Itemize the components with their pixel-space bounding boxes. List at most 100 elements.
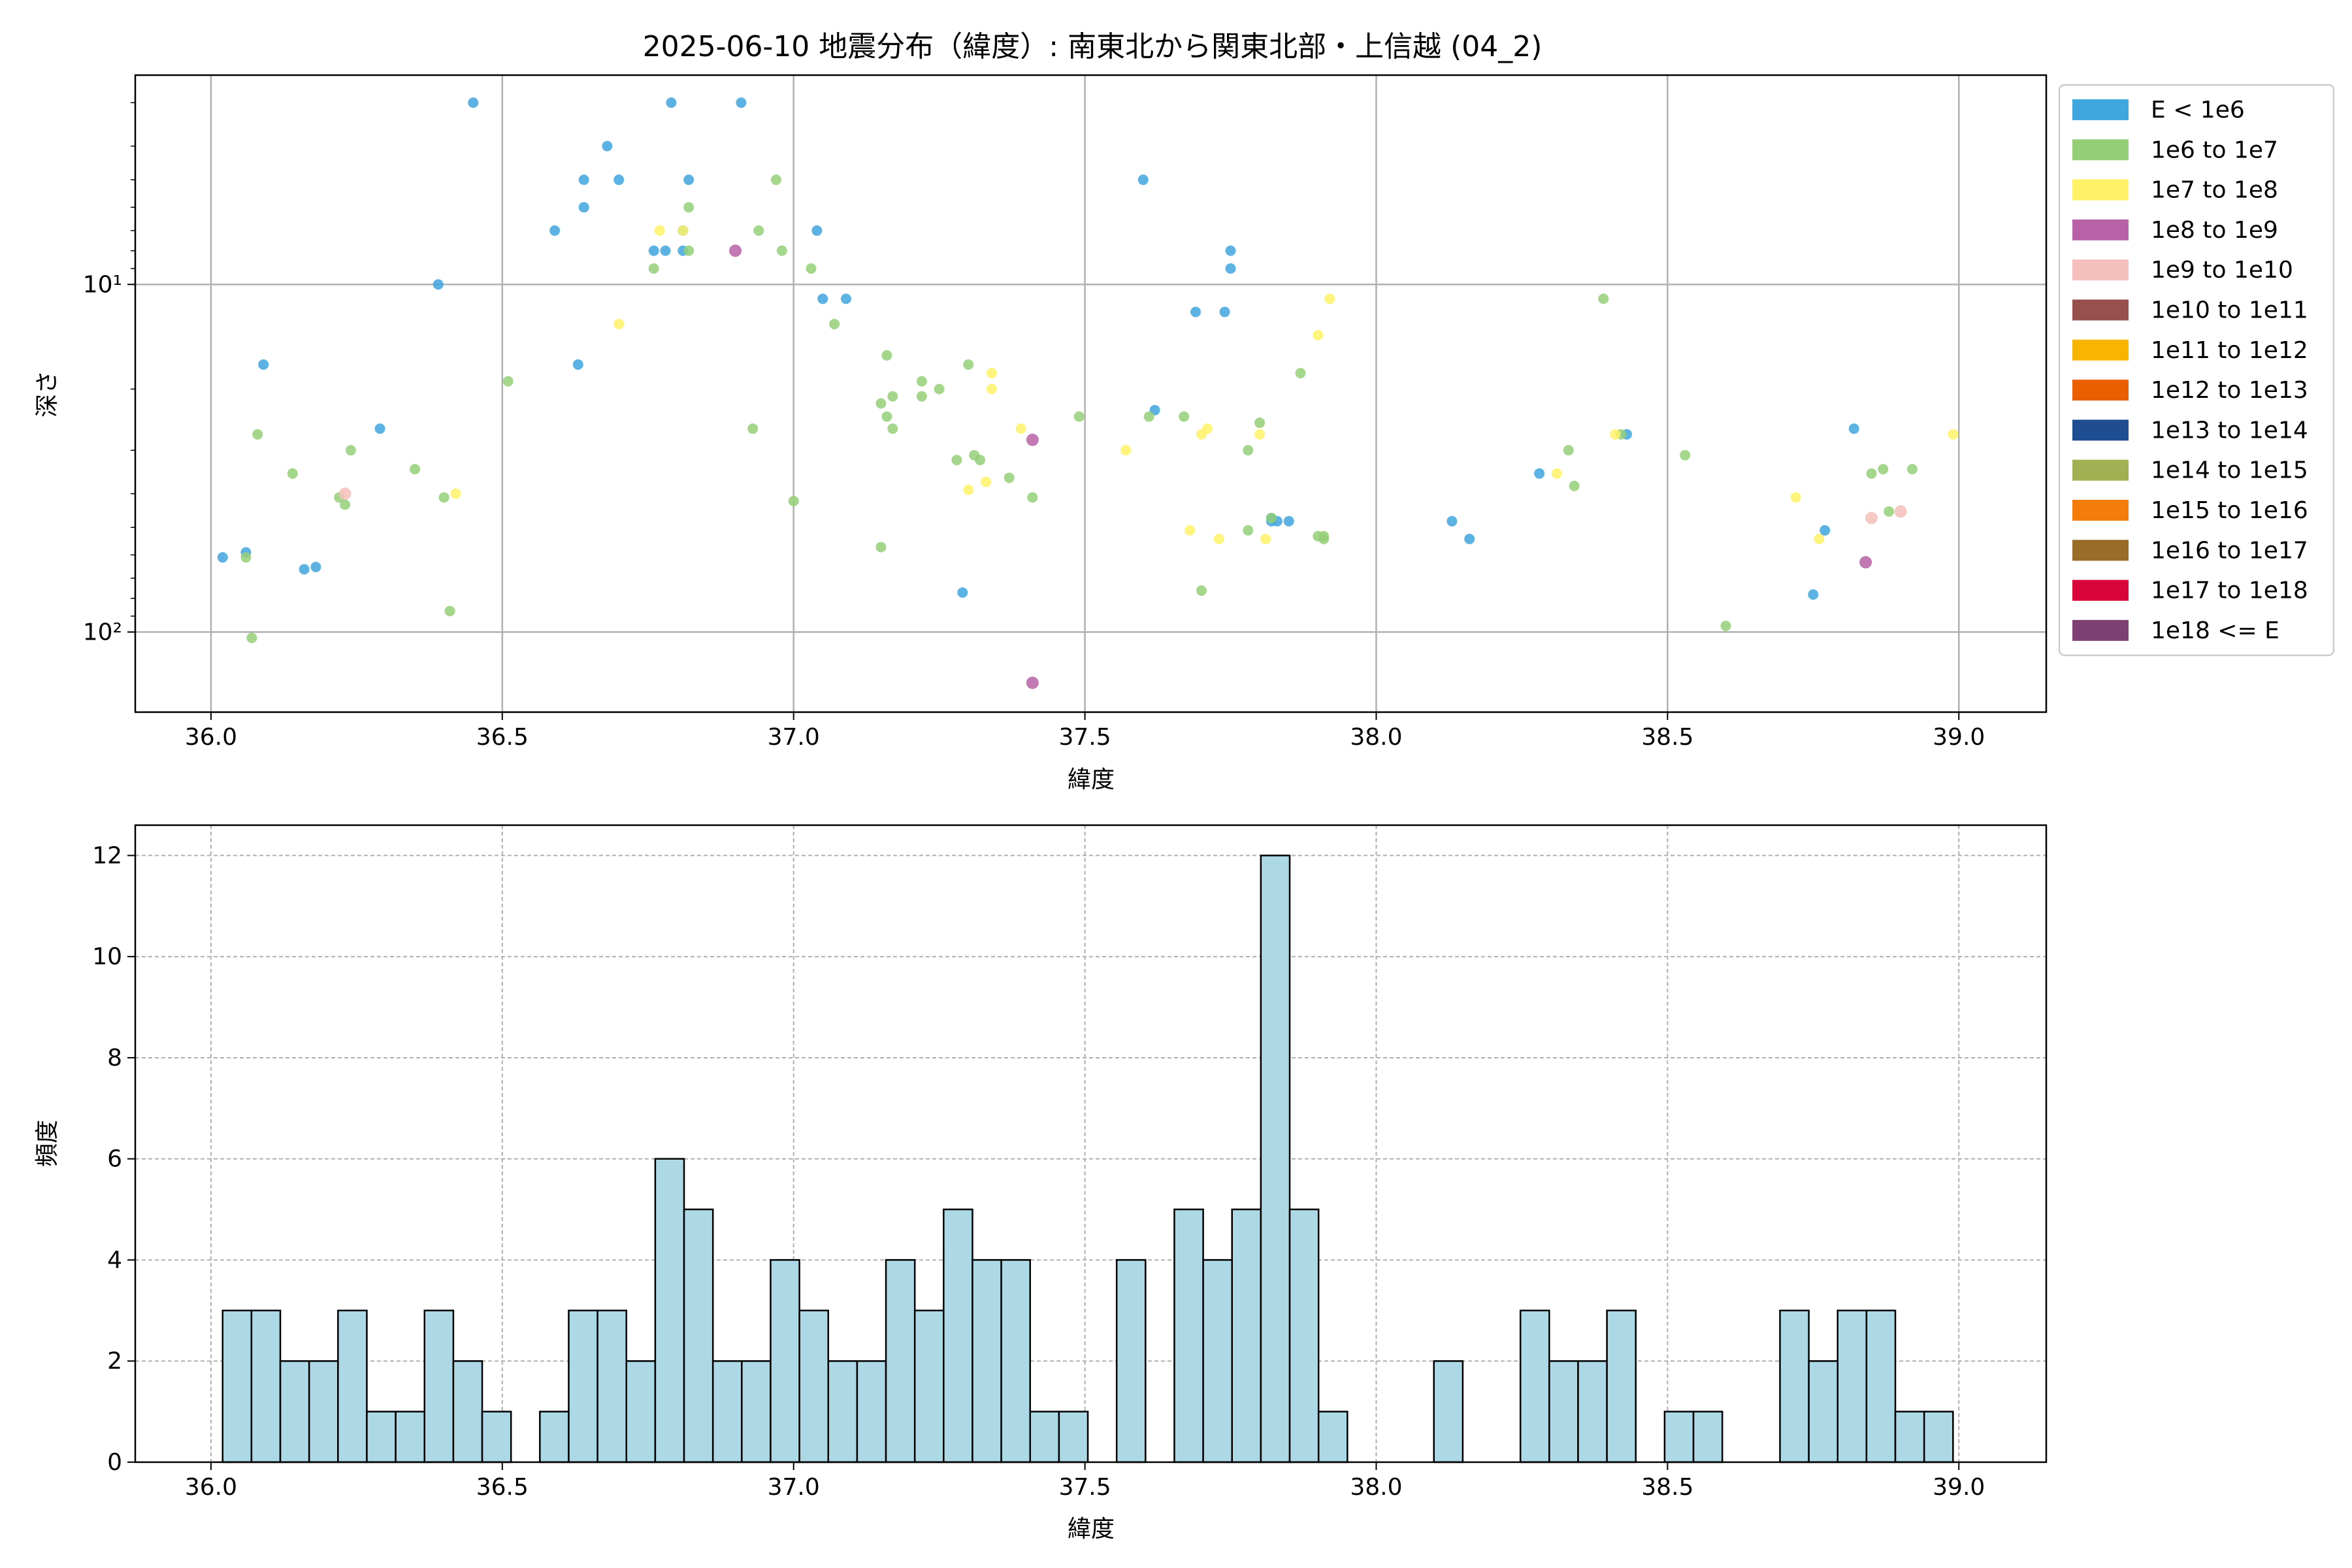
- legend-swatch: [2072, 380, 2129, 401]
- scatter-point: [1569, 480, 1580, 491]
- legend-label: 1e9 to 1e10: [2151, 257, 2293, 284]
- scatter-point: [1283, 515, 1294, 527]
- legend-label: 1e14 to 1e15: [2151, 457, 2308, 484]
- legend-label: E < 1e6: [2151, 97, 2245, 123]
- histogram-bar: [395, 1411, 426, 1463]
- scatter-point: [1720, 620, 1731, 631]
- scatter-point: [1004, 472, 1015, 483]
- histogram-bar: [1260, 855, 1291, 1463]
- histogram-bar: [423, 1309, 455, 1463]
- histogram-y-tick-label: 6: [107, 1146, 122, 1173]
- histogram-bar: [596, 1309, 628, 1463]
- scatter-chart: 36.0 36.5 37.0 37.5 38.0 38.5 39.0 10¹ 10² 緯度 深さ: [34, 74, 2048, 793]
- histogram-bar: [683, 1208, 714, 1463]
- histogram-bar: [943, 1208, 973, 1463]
- scatter-point: [881, 350, 892, 361]
- scatter-point: [1884, 506, 1895, 517]
- scatter-point: [1865, 512, 1878, 525]
- legend-swatch: [2072, 139, 2129, 161]
- legend-swatch: [2072, 540, 2129, 561]
- scatter-point: [438, 492, 449, 503]
- histogram-bar: [1519, 1309, 1550, 1463]
- scatter-point: [444, 606, 455, 617]
- scatter-point: [374, 423, 385, 434]
- scatter-point: [1243, 445, 1254, 456]
- scatter-point: [246, 632, 257, 644]
- histogram-bar: [539, 1411, 570, 1463]
- scatter-y-tick-label: 10¹: [83, 271, 122, 298]
- histogram-y-axis-label: 頻度: [34, 1120, 61, 1167]
- scatter-point: [1137, 174, 1149, 186]
- scatter-point: [963, 359, 974, 370]
- scatter-point: [1948, 429, 1959, 440]
- scatter-point: [1820, 525, 1831, 536]
- scatter-point: [1318, 531, 1330, 542]
- scatter-point: [1196, 585, 1207, 596]
- scatter-point: [450, 488, 461, 499]
- histogram-bar: [279, 1360, 310, 1463]
- histogram-bar: [1923, 1411, 1954, 1463]
- histogram-bar: [741, 1360, 772, 1463]
- legend-label: 1e10 to 1e11: [2151, 297, 2308, 324]
- legend-swatch: [2072, 580, 2129, 601]
- scatter-plot-frame: [134, 74, 2048, 713]
- scatter-point: [602, 140, 613, 152]
- scatter-point: [1598, 293, 1609, 304]
- scatter-point: [729, 244, 742, 257]
- histogram-y-tick-label: 0: [107, 1449, 122, 1476]
- legend-swatch: [2072, 419, 2129, 441]
- scatter-point: [916, 376, 927, 387]
- histogram-bar: [1606, 1309, 1637, 1463]
- scatter-point: [875, 542, 887, 553]
- scatter-point: [1026, 433, 1039, 446]
- scatter-point: [1201, 423, 1213, 434]
- histogram-x-tick-label: 36.5: [476, 1474, 529, 1501]
- histogram-x-tick-label: 38.5: [1641, 1474, 1693, 1501]
- histogram-y-tick-label: 4: [107, 1247, 122, 1273]
- scatter-point: [666, 97, 677, 108]
- scatter-point: [410, 464, 421, 475]
- scatter-point: [1254, 417, 1266, 429]
- scatter-point: [1906, 464, 1918, 475]
- scatter-grid: [135, 75, 2046, 712]
- legend-swatch: [2072, 500, 2129, 521]
- scatter-point: [963, 484, 974, 495]
- scatter-point: [788, 495, 799, 506]
- scatter-point: [951, 455, 962, 466]
- histogram-bar: [250, 1309, 282, 1463]
- legend-label: 1e7 to 1e8: [2151, 177, 2278, 204]
- scatter-point: [1225, 263, 1236, 274]
- scatter-point: [1295, 368, 1306, 379]
- histogram-ticks: 36.0 36.5 37.0 37.5 38.0 38.5 39.0 0 2 4 6 8 10 12: [92, 842, 1985, 1501]
- legend-label: 1e15 to 1e16: [2151, 497, 2308, 524]
- scatter-x-tick-label: 36.5: [476, 724, 529, 751]
- histogram-bar: [452, 1360, 483, 1463]
- histogram-bars: [221, 855, 1954, 1463]
- histogram-x-tick-label: 39.0: [1933, 1474, 1985, 1501]
- scatter-point: [881, 411, 892, 422]
- legend-label: 1e8 to 1e9: [2151, 217, 2278, 244]
- scatter-point: [840, 293, 851, 304]
- histogram-bar: [1548, 1360, 1579, 1463]
- histogram-bar: [1577, 1360, 1608, 1463]
- scatter-point: [1027, 492, 1038, 503]
- histogram-bar: [1288, 1208, 1320, 1463]
- scatter-point: [1464, 534, 1475, 545]
- legend-items: E < 1e6 1e6 to 1e7 1e7 to 1e8 1e8 to 1e9 1e9…: [2072, 97, 2308, 644]
- scatter-point: [572, 359, 583, 370]
- scatter-point: [1563, 445, 1574, 456]
- scatter-point: [875, 398, 887, 409]
- legend-label: 1e6 to 1e7: [2151, 137, 2278, 163]
- histogram-bar: [337, 1309, 368, 1463]
- scatter-point: [1026, 676, 1039, 689]
- scatter-point: [1894, 505, 1907, 518]
- histogram-bar: [1433, 1360, 1464, 1463]
- histogram-y-tick-label: 12: [92, 842, 122, 869]
- scatter-x-tick-label: 37.5: [1059, 724, 1111, 751]
- histogram-bar: [1202, 1259, 1233, 1463]
- histogram-bar: [711, 1360, 743, 1463]
- histogram-chart: 36.0 36.5 37.0 37.5 38.0 38.5 39.0 0 2 4 6 8 10 12 緯度…: [34, 824, 2048, 1543]
- histogram-x-tick-label: 38.0: [1350, 1474, 1402, 1501]
- histogram-x-axis-label: 緯度: [1068, 1516, 1115, 1543]
- scatter-point: [986, 384, 997, 395]
